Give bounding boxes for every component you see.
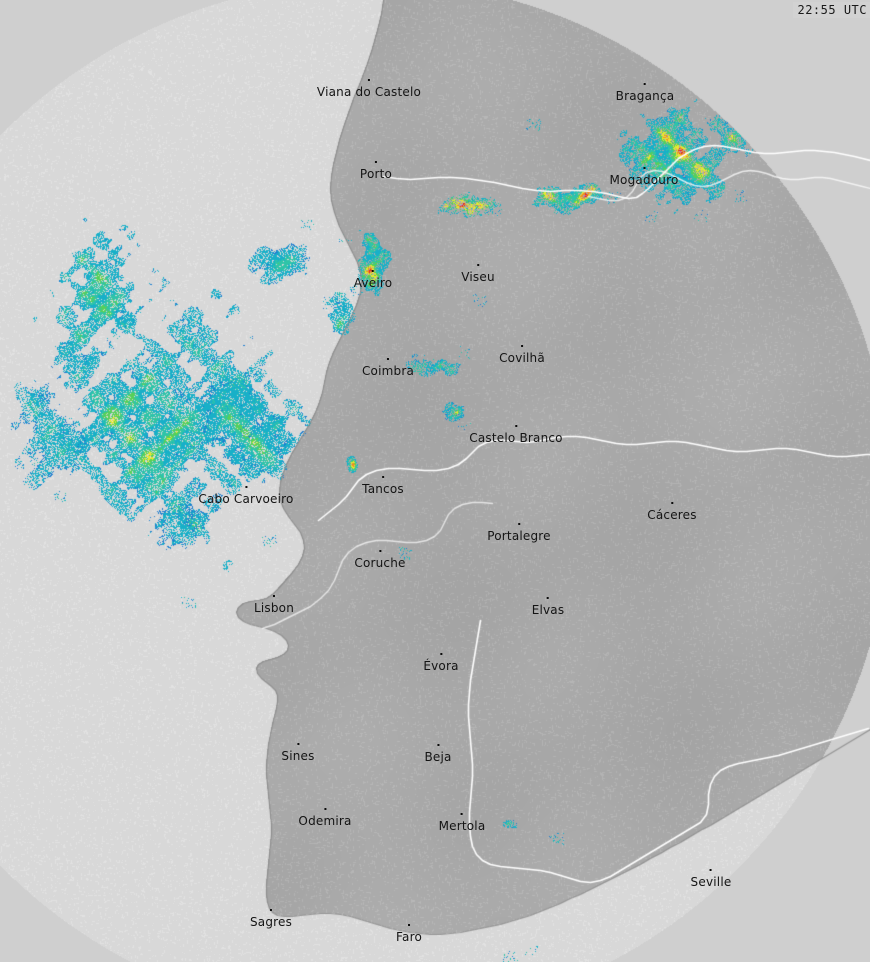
city-marker-dot bbox=[515, 425, 517, 427]
city-label-text: Odemira bbox=[298, 814, 352, 828]
city-label: Porto bbox=[359, 161, 393, 181]
city-label: Cáceres bbox=[647, 502, 697, 522]
city-marker-dot bbox=[440, 653, 442, 655]
city-label-text: Faro bbox=[396, 930, 422, 944]
city-marker-dot bbox=[245, 486, 247, 488]
city-label: Faro bbox=[396, 924, 422, 944]
city-label: Évora bbox=[423, 653, 459, 673]
city-marker-dot bbox=[547, 597, 549, 599]
city-marker-dot bbox=[381, 476, 384, 478]
city-marker-dot bbox=[371, 270, 374, 272]
city-label: Cabo Carvoeiro bbox=[198, 486, 294, 506]
city-label: Bragança bbox=[615, 83, 675, 103]
city-label: Elvas bbox=[531, 597, 565, 617]
city-label: Sines bbox=[281, 743, 315, 763]
city-label-text: Tancos bbox=[362, 482, 404, 496]
city-label: Seville bbox=[690, 869, 732, 889]
city-label: Coruche bbox=[354, 550, 406, 570]
city-label-text: Viseu bbox=[461, 270, 495, 284]
city-marker-dot bbox=[520, 345, 523, 347]
city-label-text: Portalegre bbox=[487, 529, 551, 543]
city-marker-dot bbox=[518, 523, 520, 525]
city-label-text: Cáceres bbox=[647, 508, 697, 522]
city-label: Viana do Castelo bbox=[316, 79, 422, 99]
city-label-text: Cabo Carvoeiro bbox=[198, 492, 294, 506]
city-marker-dot bbox=[324, 808, 326, 810]
city-marker-dot bbox=[379, 550, 381, 552]
city-label: Beja bbox=[424, 744, 452, 764]
city-label-text: Coimbra bbox=[361, 364, 415, 378]
city-label: Aveiro bbox=[353, 270, 393, 290]
city-label: Mogadouro bbox=[609, 167, 679, 187]
city-marker-dot bbox=[387, 358, 389, 360]
city-label-text: Castelo Branco bbox=[469, 431, 563, 445]
city-label-text: Mogadouro bbox=[609, 173, 679, 187]
city-label-text: Porto bbox=[359, 167, 393, 181]
city-label-text: Viana do Castelo bbox=[316, 85, 422, 99]
city-label-text: Lisbon bbox=[253, 601, 295, 615]
city-label-text: Coruche bbox=[354, 556, 406, 570]
city-marker-dot bbox=[374, 161, 377, 163]
city-marker-dot bbox=[436, 744, 439, 746]
city-label-text: Évora bbox=[423, 659, 459, 673]
city-label: Covilhã bbox=[499, 345, 545, 365]
city-marker-dot bbox=[270, 909, 272, 911]
city-label: Viseu bbox=[461, 264, 495, 284]
city-marker-dot bbox=[670, 502, 673, 504]
city-marker-dot bbox=[644, 83, 646, 85]
city-label: Mertola bbox=[438, 813, 486, 833]
timestamp-badge: 22:55 UTC bbox=[793, 2, 870, 18]
city-marker-dot bbox=[272, 595, 275, 597]
city-label: Coimbra bbox=[361, 358, 415, 378]
city-marker-dot bbox=[461, 813, 463, 815]
city-marker-dot bbox=[477, 264, 479, 266]
city-label-text: Elvas bbox=[531, 603, 565, 617]
city-label-text: Aveiro bbox=[353, 276, 393, 290]
city-label: Sagres bbox=[249, 909, 293, 929]
city-label-text: Beja bbox=[424, 750, 452, 764]
city-label: Lisbon bbox=[253, 595, 295, 615]
city-label: Odemira bbox=[298, 808, 352, 828]
city-label-text: Seville bbox=[690, 875, 732, 889]
city-marker-dot bbox=[408, 924, 410, 926]
city-marker-dot bbox=[709, 869, 712, 871]
city-label: Portalegre bbox=[487, 523, 551, 543]
city-label-text: Sagres bbox=[249, 915, 293, 929]
city-label-text: Covilhã bbox=[499, 351, 545, 365]
city-marker-dot bbox=[296, 743, 299, 745]
city-marker-dot bbox=[367, 79, 370, 81]
city-label: Castelo Branco bbox=[469, 425, 563, 445]
city-label-text: Sines bbox=[281, 749, 315, 763]
city-label: Tancos bbox=[362, 476, 404, 496]
city-marker-dot bbox=[642, 167, 645, 169]
city-label-text: Bragança bbox=[615, 89, 675, 103]
city-label-text: Mertola bbox=[438, 819, 486, 833]
